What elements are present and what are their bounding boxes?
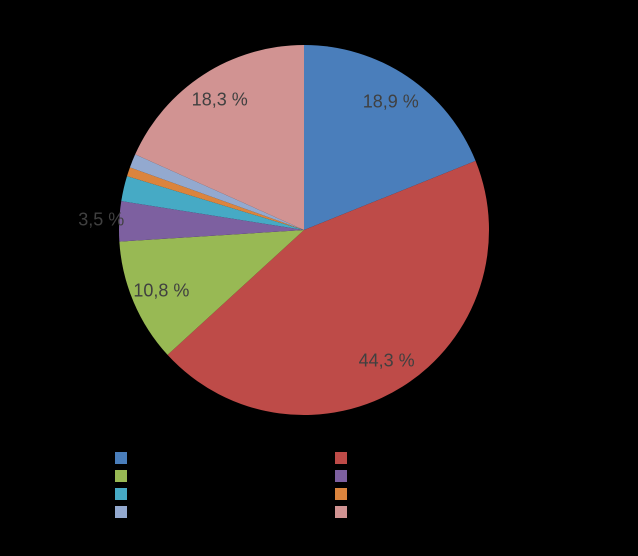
- legend-swatch: [335, 506, 347, 518]
- legend-swatch: [335, 452, 347, 464]
- legend-item: [115, 452, 135, 464]
- pie-slice-label: 18,9 %: [363, 91, 419, 112]
- legend-column-right: [335, 452, 355, 518]
- legend-swatch: [335, 470, 347, 482]
- pie-slice-label: 44,3 %: [359, 351, 415, 372]
- pie-slice-label: 18,3 %: [192, 89, 248, 110]
- legend-item: [335, 488, 355, 500]
- legend-item: [335, 452, 355, 464]
- legend-item: [335, 470, 355, 482]
- legend-item: [115, 488, 135, 500]
- pie-slice-label: 10,8 %: [133, 280, 189, 301]
- legend-swatch: [115, 470, 127, 482]
- legend-item: [335, 506, 355, 518]
- pie-chart-container: 18,9 % 44,3 % 10,8 % 3,5 % 18,3 %: [0, 0, 638, 556]
- legend-item: [115, 506, 135, 518]
- legend-swatch: [115, 506, 127, 518]
- legend-swatch: [115, 452, 127, 464]
- pie-slice-label: 3,5 %: [78, 210, 124, 231]
- legend-swatch: [335, 488, 347, 500]
- pie-chart-svg: [0, 0, 638, 556]
- legend-column-left: [115, 452, 135, 518]
- legend-item: [115, 470, 135, 482]
- legend-swatch: [115, 488, 127, 500]
